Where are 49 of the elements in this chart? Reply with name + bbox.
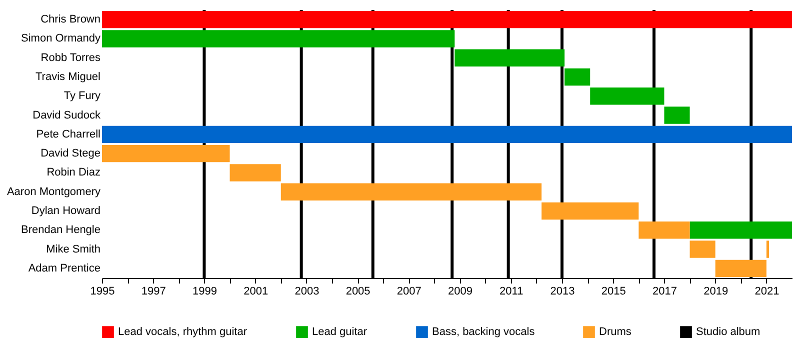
y-tick-label: Adam Prentice [28,262,100,274]
bar [102,144,230,162]
y-tick-label: Robin Diaz [46,166,100,179]
y-tick-label: Robb Torres [40,52,101,64]
x-tick-label: 1997 [141,286,166,298]
bar [638,222,690,239]
bar [454,49,565,66]
x-tick-label: 2005 [346,286,370,298]
x-tick-label: 2007 [396,286,422,298]
y-tick-label: Chris Brown [40,14,100,26]
bar [542,202,639,220]
bar [102,30,455,48]
y-tick-label: Ty Fury [64,90,101,102]
bar [664,106,690,124]
x-tick-label: 2009 [448,286,473,298]
x-tick-label: 2019 [704,286,728,298]
bar [766,240,769,258]
y-tick-label: David Sudock [32,109,101,122]
bar [102,126,792,144]
y-tick-label: Aaron Montgomery [6,186,101,198]
legend-label: Bass, backing vocals [432,326,536,338]
x-tick-label: 1999 [192,286,217,298]
x-tick-label: 2017 [652,286,677,298]
x-tick-label: 1995 [90,286,115,298]
bar [715,260,766,278]
y-tick-label: Brendan Hengle [20,224,100,236]
bar [690,222,792,239]
legend-label: Drums [599,326,632,338]
y-tick-label: Simon Ormandy [21,32,101,45]
y-tick-label: Mike Smith [46,243,100,256]
bar [564,68,590,86]
bar [690,240,716,258]
legend-label: Lead vocals, rhythm guitar [118,326,248,338]
x-tick-label: 2015 [601,286,626,298]
legend-label: Studio album [696,326,760,338]
x-tick-label: 2003 [294,286,320,298]
bar [280,183,542,200]
bar [230,164,281,182]
x-tick-label: 2021 [754,286,780,298]
bar [590,88,664,105]
x-tick-label: 2001 [244,286,268,298]
y-tick-label: David Stege [40,148,100,160]
y-tick-label: Travis Miguel [36,71,100,83]
x-tick-label: 2011 [500,286,524,298]
bar [102,10,792,28]
legend-label: Lead guitar [312,326,368,338]
y-tick-label: Dylan Howard [31,205,100,217]
x-tick-label: 2013 [550,286,575,298]
y-tick-label: Pete Charrell [36,128,100,140]
